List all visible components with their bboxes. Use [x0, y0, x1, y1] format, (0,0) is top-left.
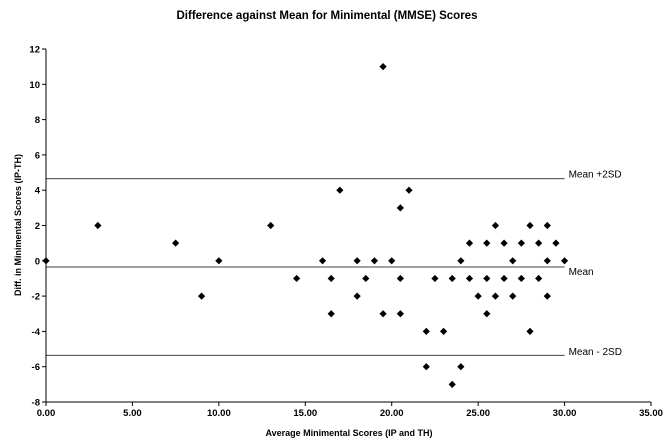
data-point	[215, 257, 223, 265]
data-point	[327, 274, 335, 283]
data-point	[483, 239, 491, 247]
data-point	[379, 310, 387, 318]
data-point	[448, 380, 456, 388]
data-point	[336, 186, 344, 194]
data-point	[396, 204, 404, 212]
x-tick-label: 20.00	[380, 408, 404, 419]
y-tick-label: 8	[35, 115, 40, 126]
data-point	[396, 310, 404, 318]
data-point	[293, 274, 301, 283]
y-axis-label: Diff. in Minimental Scores (IP-TH)	[13, 154, 23, 296]
data-point	[517, 274, 525, 283]
data-point	[526, 221, 534, 230]
data-point	[474, 292, 482, 300]
y-tick-label: 12	[29, 45, 40, 56]
data-point	[483, 274, 491, 283]
data-point	[457, 257, 465, 265]
data-point	[500, 239, 508, 247]
y-tick-label: -4	[32, 327, 41, 338]
y-tick-label: -2	[32, 292, 40, 303]
data-point	[535, 274, 543, 283]
data-point	[465, 239, 474, 247]
data-point	[94, 221, 102, 230]
reference-line-label: Mean	[569, 267, 594, 278]
x-tick-label: 25.00	[466, 408, 490, 419]
data-point	[396, 274, 404, 283]
data-point	[543, 257, 551, 265]
data-point	[491, 221, 500, 230]
y-tick-label: 2	[35, 221, 40, 232]
x-tick-label: 15.00	[293, 408, 317, 419]
data-point	[509, 292, 517, 300]
data-point	[560, 257, 569, 265]
data-point	[353, 292, 361, 300]
data-point	[535, 239, 543, 247]
data-point	[465, 274, 474, 283]
data-point	[422, 327, 430, 335]
data-point	[267, 221, 275, 230]
x-tick-label: 0.00	[37, 408, 56, 419]
data-point	[318, 257, 327, 265]
data-point	[491, 292, 500, 300]
x-axis-label: Average Minimental Scores (IP and TH)	[265, 428, 432, 438]
data-point	[379, 63, 387, 71]
y-tick-label: 4	[35, 186, 41, 197]
data-point	[362, 274, 370, 283]
x-tick-label: 5.00	[123, 408, 142, 419]
data-point	[431, 274, 439, 283]
x-tick-label: 30.00	[553, 408, 577, 419]
data-point	[526, 327, 534, 335]
data-point	[457, 363, 465, 371]
data-point	[500, 274, 508, 283]
y-tick-label: 6	[35, 150, 40, 161]
data-point	[405, 186, 413, 194]
data-point	[543, 292, 551, 300]
data-point	[439, 327, 448, 335]
data-point	[422, 363, 430, 371]
x-tick-label: 35.00	[639, 408, 663, 419]
plot-area: -8 -6 -4 -2 0 2 4 6 8 10 12 0.00 5.00 10.00 15.00 20.00…	[29, 45, 662, 420]
reference-line-label: Mean +2SD	[569, 170, 622, 181]
data-point	[327, 310, 335, 318]
x-tick-label: 10.00	[207, 408, 231, 419]
data-point	[509, 257, 517, 265]
y-tick-label: 10	[29, 80, 40, 91]
y-tick-label: -6	[32, 362, 40, 373]
data-point	[353, 257, 361, 265]
data-point	[388, 257, 396, 265]
reference-line-label: Mean - 2SD	[569, 347, 622, 358]
y-tick-label: -8	[32, 398, 40, 409]
data-point	[552, 239, 560, 247]
data-point	[543, 221, 551, 230]
chart-title: Difference against Mean for Minimental (…	[177, 10, 478, 22]
data-point	[172, 239, 180, 247]
data-point	[42, 257, 50, 265]
data-point	[448, 274, 456, 283]
y-tick-label: 0	[35, 256, 40, 267]
data-point	[517, 239, 525, 247]
data-point	[483, 310, 491, 318]
data-point	[197, 292, 206, 300]
data-point	[370, 257, 379, 265]
